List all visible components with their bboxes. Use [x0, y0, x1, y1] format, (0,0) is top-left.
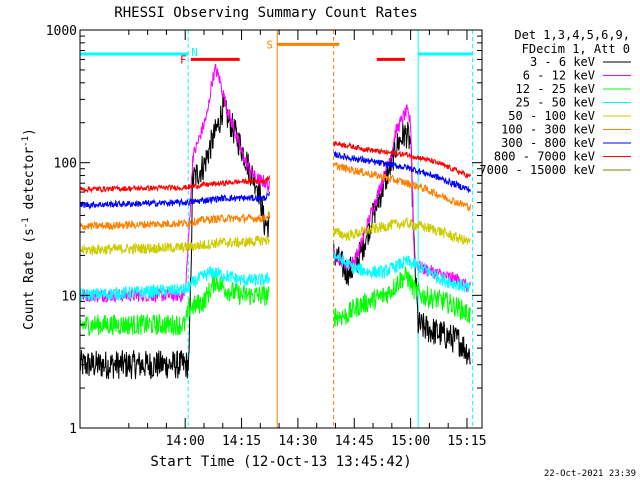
chart-title: RHESSI Observing Summary Count Rates: [114, 5, 417, 21]
y-axis-label-exp-2: -1: [21, 136, 31, 147]
series-line-7: [79, 140, 471, 194]
series-line-6: [79, 151, 471, 210]
series-line-3: [79, 251, 471, 302]
legend-label-6: 300 - 800 keV: [501, 136, 595, 150]
x-tick-label-0: 14:00: [166, 434, 205, 449]
x-axis-label: Start Time (12-Oct-13 13:45:42): [150, 454, 411, 470]
plot-area: FN S: [79, 30, 474, 428]
flag-label-7: S: [266, 38, 273, 51]
legend-label-2: 12 - 25 keV: [516, 82, 595, 96]
y-axis-label-exp-1: -1: [21, 217, 31, 228]
y-tick-label-1: 10: [61, 289, 77, 304]
x-tick-label-2: 14:30: [278, 434, 317, 449]
legend: Det 1,3,4,5,6,9, FDecim 1, Att 0 3 - 6 k…: [479, 28, 631, 177]
plot-frame: [79, 29, 483, 429]
series-0: [79, 93, 471, 380]
flag-label-5: F: [180, 53, 187, 66]
legend-label-8: 7000 - 15000 keV: [479, 163, 595, 177]
series-5: [79, 161, 471, 231]
legend-label-1: 6 - 12 keV: [523, 69, 595, 83]
x-tick-label-1: 14:15: [222, 434, 261, 449]
legend-label-3: 25 - 50 keV: [516, 96, 595, 110]
series-line-5: [79, 161, 471, 231]
legend-header-line-2: FDecim 1, Att 0: [522, 42, 630, 56]
series-line-0: [79, 93, 471, 380]
y-axis-label: Count Rate (s-1 detector-1): [21, 128, 37, 330]
footer-date: 22-Oct-2021 23:39: [544, 469, 636, 479]
legend-label-7: 800 - 7000 keV: [494, 150, 595, 164]
series-4: [79, 217, 471, 257]
y-tick-label-2: 100: [54, 157, 77, 172]
y-tick-label-0: 1: [69, 422, 77, 437]
legend-header-line-1: Det 1,3,4,5,6,9,: [514, 28, 630, 42]
x-tick-label-3: 14:45: [335, 434, 374, 449]
series-3: [79, 251, 471, 302]
x-tick-label-4: 15:00: [391, 434, 430, 449]
y-axis-label-part-2: detector: [22, 147, 37, 218]
y-tick-label-3: 1000: [46, 24, 77, 39]
series-2: [79, 266, 471, 337]
series-line-4: [79, 217, 471, 257]
x-tick-label-5: 15:15: [447, 434, 486, 449]
series-line-2: [79, 266, 471, 337]
legend-label-4: 50 - 100 keV: [508, 109, 595, 123]
legend-label-5: 100 - 300 keV: [501, 123, 595, 137]
flag-label-6: N: [191, 46, 198, 59]
legend-label-0: 3 - 6 keV: [530, 55, 595, 69]
y-axis-label-part-1: Count Rate (s: [22, 228, 37, 330]
y-axis-label-part-3: ): [22, 128, 37, 136]
series-6: [79, 151, 471, 210]
axes: 14:00 14:15 14:30 14:45 15:00 15:15 1 10 100 1000: [46, 24, 487, 449]
series-7: [79, 140, 471, 194]
